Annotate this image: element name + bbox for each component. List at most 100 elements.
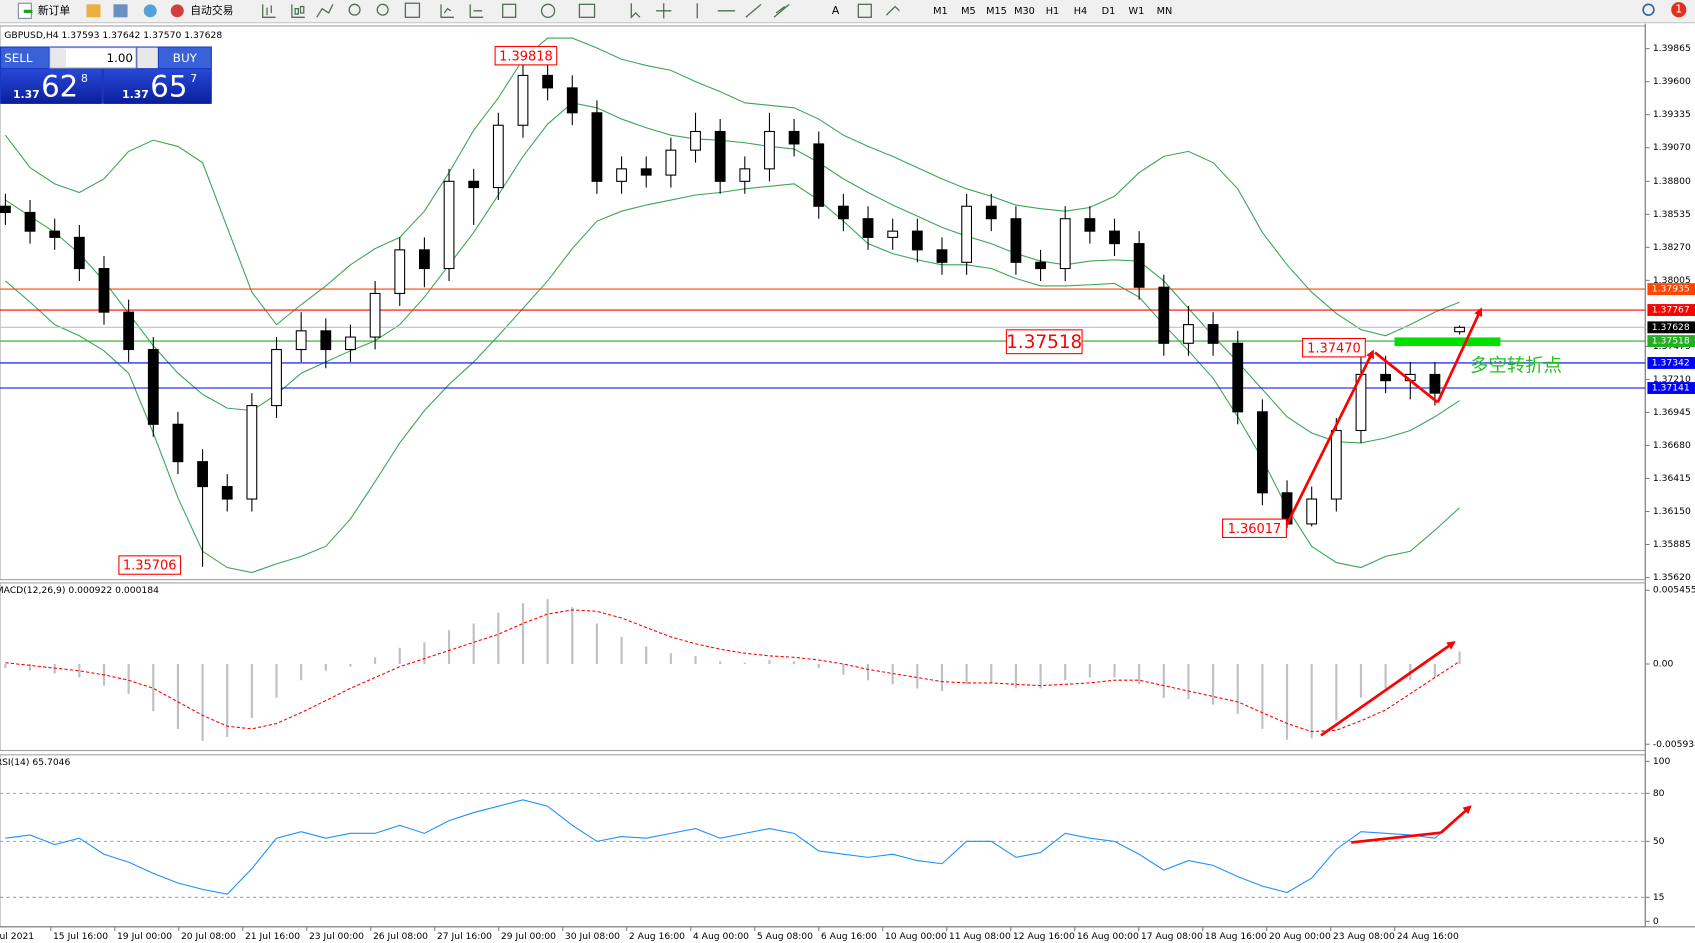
candle-body <box>1380 373 1392 382</box>
icon-button[interactable] <box>578 3 596 18</box>
period-button[interactable]: H4 <box>1074 6 1087 17</box>
sell-button[interactable] <box>1 47 49 69</box>
price-annotation-box <box>1005 329 1083 355</box>
new-order-button[interactable]: 新订单 <box>17 2 70 19</box>
buy-label: BUY <box>173 51 198 65</box>
period-button[interactable]: M5 <box>961 6 976 17</box>
arrow-segment <box>1351 831 1442 844</box>
bid-fraction: 8 <box>81 72 88 85</box>
notification-count: 1 <box>1675 3 1682 16</box>
candle-body <box>1133 243 1145 288</box>
period-button[interactable]: M1 <box>933 6 948 17</box>
icon-button[interactable] <box>540 3 556 18</box>
ask-big-figure: 1.37 <box>122 88 149 101</box>
icon-button[interactable] <box>745 3 762 18</box>
candle-body <box>197 461 208 488</box>
signal-line <box>5 609 1460 733</box>
volume-down[interactable] <box>50 48 66 68</box>
bid-box[interactable] <box>1 69 102 104</box>
candle-body <box>295 330 307 351</box>
chart-title: GBPUSD,H4 1.37593 1.37642 1.37570 1.3762… <box>4 30 222 41</box>
period-button[interactable]: M30 <box>1014 6 1035 17</box>
x-tick-label: 19 Jul 00:00 <box>117 931 172 942</box>
period-button[interactable]: H1 <box>1046 6 1059 17</box>
period-buttons: M1 M5 M15 M30 H1 H4 D1 W1 MN <box>933 6 1172 17</box>
y-tick-label: 1.38800 <box>1653 176 1691 187</box>
ask-box[interactable] <box>103 69 211 104</box>
icon-button[interactable] <box>630 3 641 19</box>
volume-up[interactable] <box>137 47 158 69</box>
price-label-bg <box>1647 304 1695 316</box>
price-annotation-box <box>1222 518 1287 539</box>
candle-body <box>1232 342 1244 413</box>
period-button[interactable]: M15 <box>986 6 1007 17</box>
icon-button[interactable] <box>143 4 157 18</box>
candle-body <box>566 87 578 114</box>
icon-button[interactable] <box>348 3 361 16</box>
buy-button[interactable] <box>158 47 211 69</box>
candle-body <box>714 130 726 182</box>
candle-body <box>1256 411 1268 494</box>
y-tick-label: 15 <box>1653 892 1665 903</box>
candle-body <box>739 168 751 182</box>
icon <box>23 9 33 13</box>
arrow <box>1436 307 1483 403</box>
auto-trading-button[interactable]: 自动交易 <box>170 3 234 18</box>
period-button[interactable]: MN <box>1157 6 1173 17</box>
candle-body <box>961 205 973 263</box>
notification-badge[interactable] <box>1671 2 1687 18</box>
highlight-bar <box>1394 337 1501 347</box>
icon-button[interactable] <box>440 4 455 18</box>
icon-button[interactable] <box>376 3 389 16</box>
icon-button[interactable] <box>404 2 421 18</box>
icon-button[interactable] <box>656 3 672 19</box>
y-tick-label: 1.36680 <box>1653 440 1691 451</box>
volume-input[interactable] <box>49 47 137 69</box>
candle-body <box>24 211 36 232</box>
candle-body <box>271 348 282 407</box>
search-button[interactable] <box>1642 3 1655 16</box>
price-label: 1.37767 <box>1652 305 1690 316</box>
period-button[interactable]: D1 <box>1102 6 1116 17</box>
auto-trading-label: 自动交易 <box>190 3 233 17</box>
icon-button[interactable] <box>885 5 900 16</box>
x-tick-label: 20 Jul 08:00 <box>181 931 236 942</box>
x-tick-label: 21 Jul 16:00 <box>245 931 300 942</box>
x-tick-label: Jul 2021 <box>0 931 34 942</box>
candle-body <box>1207 324 1219 344</box>
icon-button[interactable] <box>113 4 128 18</box>
price-label: 1.37518 <box>1652 336 1690 347</box>
arrow <box>1320 641 1456 737</box>
price-label-bg <box>1647 283 1695 296</box>
price-label-bg <box>1647 357 1695 369</box>
icon-button[interactable] <box>469 4 484 18</box>
x-tick-label: 11 Aug 08:00 <box>949 931 1011 942</box>
candle-body <box>1084 218 1096 232</box>
icon-button[interactable] <box>316 4 334 18</box>
candle-body <box>320 330 332 351</box>
icon-button[interactable] <box>773 3 790 18</box>
price-label: 1.37628 <box>1652 322 1690 333</box>
toolbar-bg <box>0 0 1695 23</box>
price-label: 1.37342 <box>1652 357 1690 368</box>
candle-body <box>418 249 430 270</box>
candle-body <box>123 311 135 351</box>
x-tick-label: 23 Jul 00:00 <box>309 931 364 942</box>
rsi-line <box>5 799 1460 895</box>
icon-button[interactable] <box>86 4 101 18</box>
chart-area: 1.39865 1.39600 1.39335 1.39070 1.38800 1.385… <box>0 23 1695 942</box>
candle-body <box>665 149 677 176</box>
icon-button[interactable] <box>262 4 276 18</box>
text-tool[interactable]: A <box>832 4 840 17</box>
icon-button[interactable] <box>291 4 305 18</box>
candle-body <box>862 218 874 238</box>
price-pane <box>0 37 1646 574</box>
icon-button[interactable] <box>502 3 517 18</box>
icon-button[interactable] <box>857 3 872 18</box>
x-tick-label: 15 Jul 16:00 <box>53 931 108 942</box>
x-tick-label: 18 Aug 16:00 <box>1205 931 1267 942</box>
x-tick-label: 2 Aug 16:00 <box>629 931 685 942</box>
y-tick-label: 0.005455 <box>1653 585 1695 596</box>
icon <box>170 4 184 18</box>
period-button[interactable]: W1 <box>1129 6 1145 17</box>
